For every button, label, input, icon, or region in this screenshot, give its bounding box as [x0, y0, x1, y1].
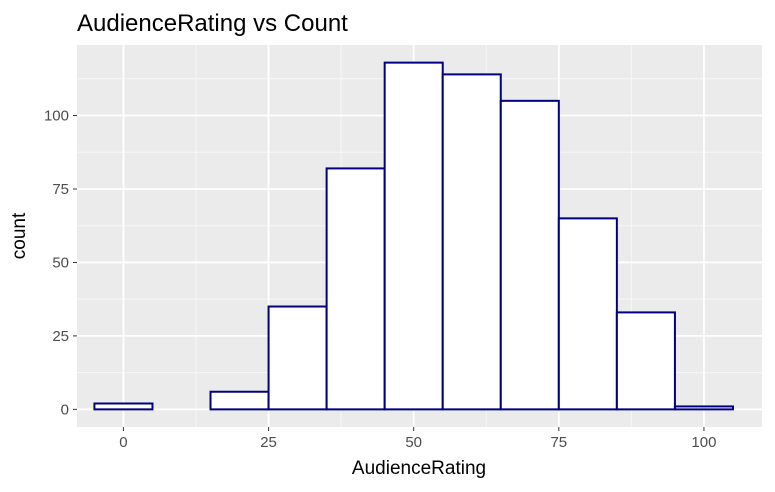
histogram-bar [325, 167, 386, 411]
histogram-bar [615, 311, 676, 411]
y-tick-label: 25 [52, 328, 69, 345]
chart-title: AudienceRating vs Count [77, 10, 348, 37]
x-tick-label: 0 [119, 434, 127, 451]
histogram-bar [93, 402, 154, 411]
histogram-bar [441, 73, 502, 411]
x-axis-title: AudienceRating [352, 458, 486, 479]
histogram-bar [673, 405, 734, 411]
x-tick-label: 100 [691, 434, 716, 451]
histogram-bar [557, 217, 618, 411]
y-axis-title: count [9, 212, 30, 259]
y-axis: 0 25 50 75 100 [44, 108, 77, 418]
x-tick-label: 75 [550, 434, 567, 451]
histogram-bars [93, 61, 734, 411]
y-tick-label: 50 [52, 254, 69, 271]
x-axis: 0 25 50 75 100 [119, 427, 716, 451]
histogram-bar [499, 99, 560, 411]
histogram-bar [209, 390, 270, 411]
y-tick-label: 0 [61, 401, 69, 418]
y-tick-label: 75 [52, 181, 69, 198]
x-tick-label: 50 [405, 434, 422, 451]
histogram-bar [383, 61, 444, 411]
x-tick-label: 25 [260, 434, 277, 451]
histogram-bar [267, 305, 328, 411]
y-tick-label: 100 [44, 108, 69, 125]
